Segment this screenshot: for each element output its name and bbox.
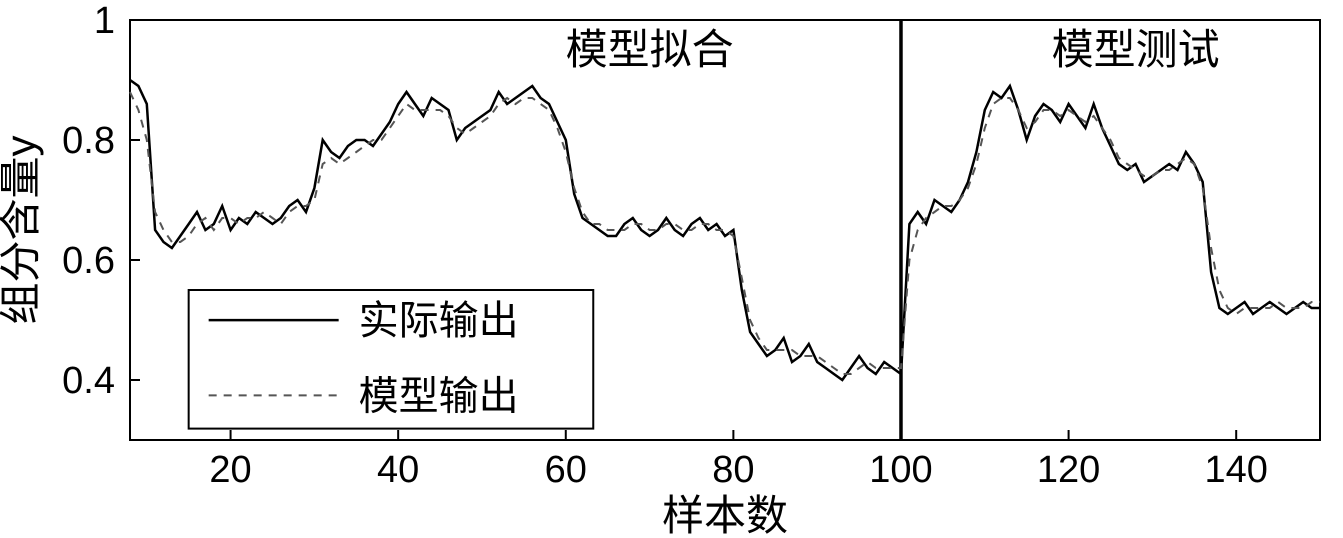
legend-label: 模型输出: [359, 374, 519, 418]
ytick-label: 0.4: [62, 360, 115, 402]
region-label: 模型测试: [1052, 26, 1220, 73]
ytick-label: 1: [94, 0, 115, 42]
line-chart: 204060801001201400.40.60.81样本数组分含量y模型拟合模…: [0, 0, 1343, 538]
xtick-label: 60: [545, 449, 587, 491]
region-label: 模型拟合: [566, 26, 734, 73]
ylabel: 组分含量y: [0, 135, 44, 324]
xlabel: 样本数: [662, 492, 788, 538]
legend-label: 实际输出: [359, 299, 519, 343]
ytick-label: 0.8: [62, 120, 115, 162]
xtick-label: 100: [869, 449, 932, 491]
xtick-label: 80: [712, 449, 754, 491]
ytick-label: 0.6: [62, 240, 115, 282]
xtick-label: 120: [1037, 449, 1100, 491]
xtick-label: 40: [377, 449, 419, 491]
xtick-label: 20: [209, 449, 251, 491]
chart-container: 204060801001201400.40.60.81样本数组分含量y模型拟合模…: [0, 0, 1343, 538]
xtick-label: 140: [1204, 449, 1267, 491]
